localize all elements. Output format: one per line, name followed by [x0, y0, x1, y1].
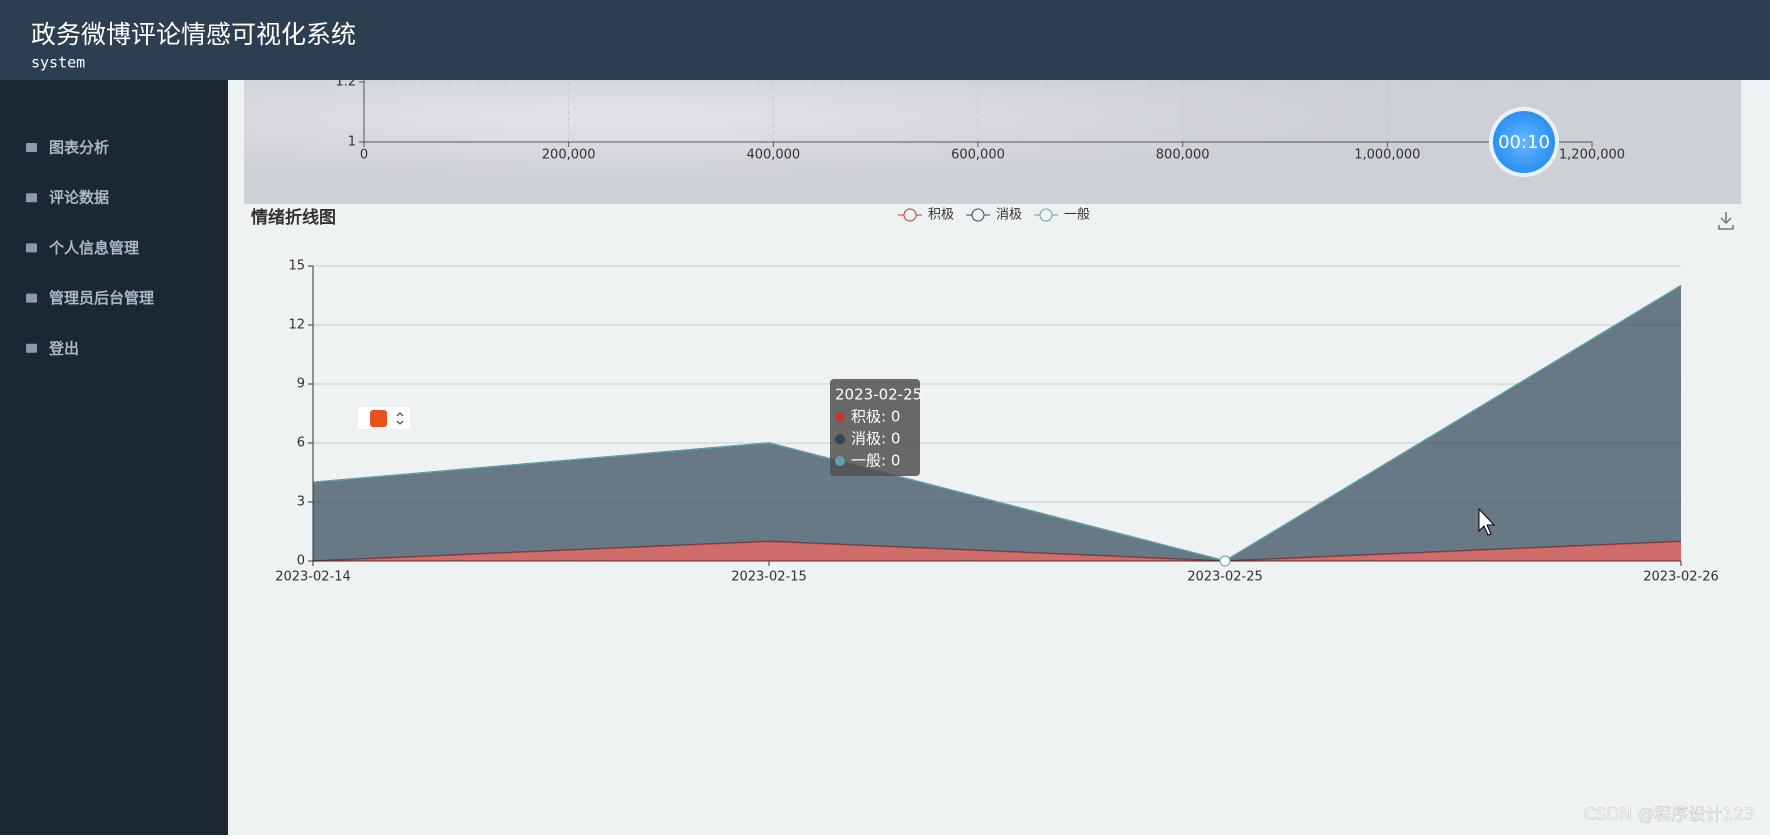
x-tick-label: 600,000	[951, 148, 1005, 163]
tooltip: 2023-02-25 积极: 0 消极: 0 一般: 0	[830, 379, 922, 476]
y-tick-label: 1	[348, 135, 356, 150]
y-tick-label: 6	[297, 436, 305, 451]
y-tick-label: 15	[288, 259, 305, 274]
menu-item[interactable]: 登出	[26, 339, 79, 357]
y-tick-label: 9	[297, 377, 305, 392]
legend-symbol[interactable]	[903, 208, 917, 222]
line	[312, 285, 1682, 562]
x-tick-label: 400,000	[746, 148, 800, 163]
chart-title: 情绪折线图	[251, 207, 336, 228]
x-tick-label: 2023-02-14	[275, 570, 351, 585]
x-tick-label: 1,200,000	[1559, 148, 1625, 163]
x-tick-label: 200,000	[542, 148, 596, 163]
legend-item[interactable]: 一般	[1034, 207, 1090, 223]
x-tick-label: 2023-02-25	[1187, 570, 1263, 585]
header-title: 政务微博评论情感可视化系统	[31, 20, 356, 49]
toolbar-widget	[358, 407, 410, 429]
widget-icon	[370, 410, 387, 427]
x-tick-label: 0	[360, 148, 368, 163]
menu-icon[interactable]	[26, 193, 37, 203]
x-tick-label: 1,000,000	[1354, 148, 1420, 163]
x-tick-label: 2023-02-15	[731, 570, 807, 585]
menu-label[interactable]: 登出	[48, 339, 79, 357]
top-chart: 0 200,000 400,000 600,000 800,000 1,000,000 1,…	[335, 72, 1625, 163]
tooltip-item: 积极: 0	[851, 408, 900, 426]
download-button[interactable]	[1718, 212, 1734, 230]
tooltip-title: 2023-02-25	[835, 386, 922, 404]
tooltip-dot	[835, 434, 845, 444]
y-tick-label: 0	[297, 554, 305, 569]
legend-label[interactable]: 积极	[928, 208, 954, 223]
cursor	[1478, 507, 1496, 536]
x-tick-label: 2023-02-26	[1643, 570, 1719, 585]
main-chart: 情绪折线图 0 3 6 9 12 15 2023-02-14 2023-02-15 2023-02…	[251, 207, 1719, 585]
legend-item[interactable]: 消极	[966, 208, 1022, 223]
tooltip-item: 消极: 0	[851, 430, 900, 448]
header	[0, 0, 1770, 80]
tooltip-dot	[835, 412, 845, 422]
menu-item[interactable]: 管理员后台管理	[26, 289, 154, 307]
widget-arrows	[396, 412, 404, 425]
timer	[1493, 111, 1555, 173]
legend-symbol[interactable]	[971, 208, 985, 222]
legend-item[interactable]: 积极	[898, 208, 954, 223]
menu-label[interactable]: 评论数据	[49, 189, 109, 207]
tooltip-item: 一般: 0	[851, 452, 900, 470]
timer-text: 00:10	[1498, 132, 1550, 153]
menu-icon[interactable]	[26, 343, 37, 353]
menu-label[interactable]: 管理员后台管理	[49, 289, 154, 307]
menu-item[interactable]: 评论数据	[26, 189, 109, 207]
download-icon[interactable]	[1718, 212, 1734, 230]
hover-point	[1219, 555, 1231, 567]
legend-label[interactable]: 一般	[1064, 207, 1090, 223]
watermark: CSDN @程序设计123	[1584, 805, 1755, 825]
menu-item[interactable]: 图表分析	[26, 139, 109, 157]
tooltip-box	[830, 379, 920, 476]
menu-item[interactable]: 个人信息管理	[26, 239, 139, 257]
tooltip-dot	[835, 456, 845, 466]
area	[313, 285, 1681, 561]
y-tick-label: 3	[297, 495, 305, 510]
x-tick-label: 800,000	[1156, 148, 1210, 163]
menu-icon[interactable]	[26, 293, 37, 303]
legend-symbol[interactable]	[1039, 208, 1053, 222]
sidebar	[0, 80, 228, 835]
menu-label[interactable]: 个人信息管理	[48, 239, 139, 257]
menu-icon[interactable]	[26, 243, 37, 253]
legend-label[interactable]: 消极	[996, 208, 1022, 223]
menu-label[interactable]: 图表分析	[49, 139, 109, 157]
menu-icon[interactable]	[26, 143, 37, 152]
header-subtitle: system	[31, 54, 85, 72]
y-tick-label: 12	[288, 318, 305, 333]
